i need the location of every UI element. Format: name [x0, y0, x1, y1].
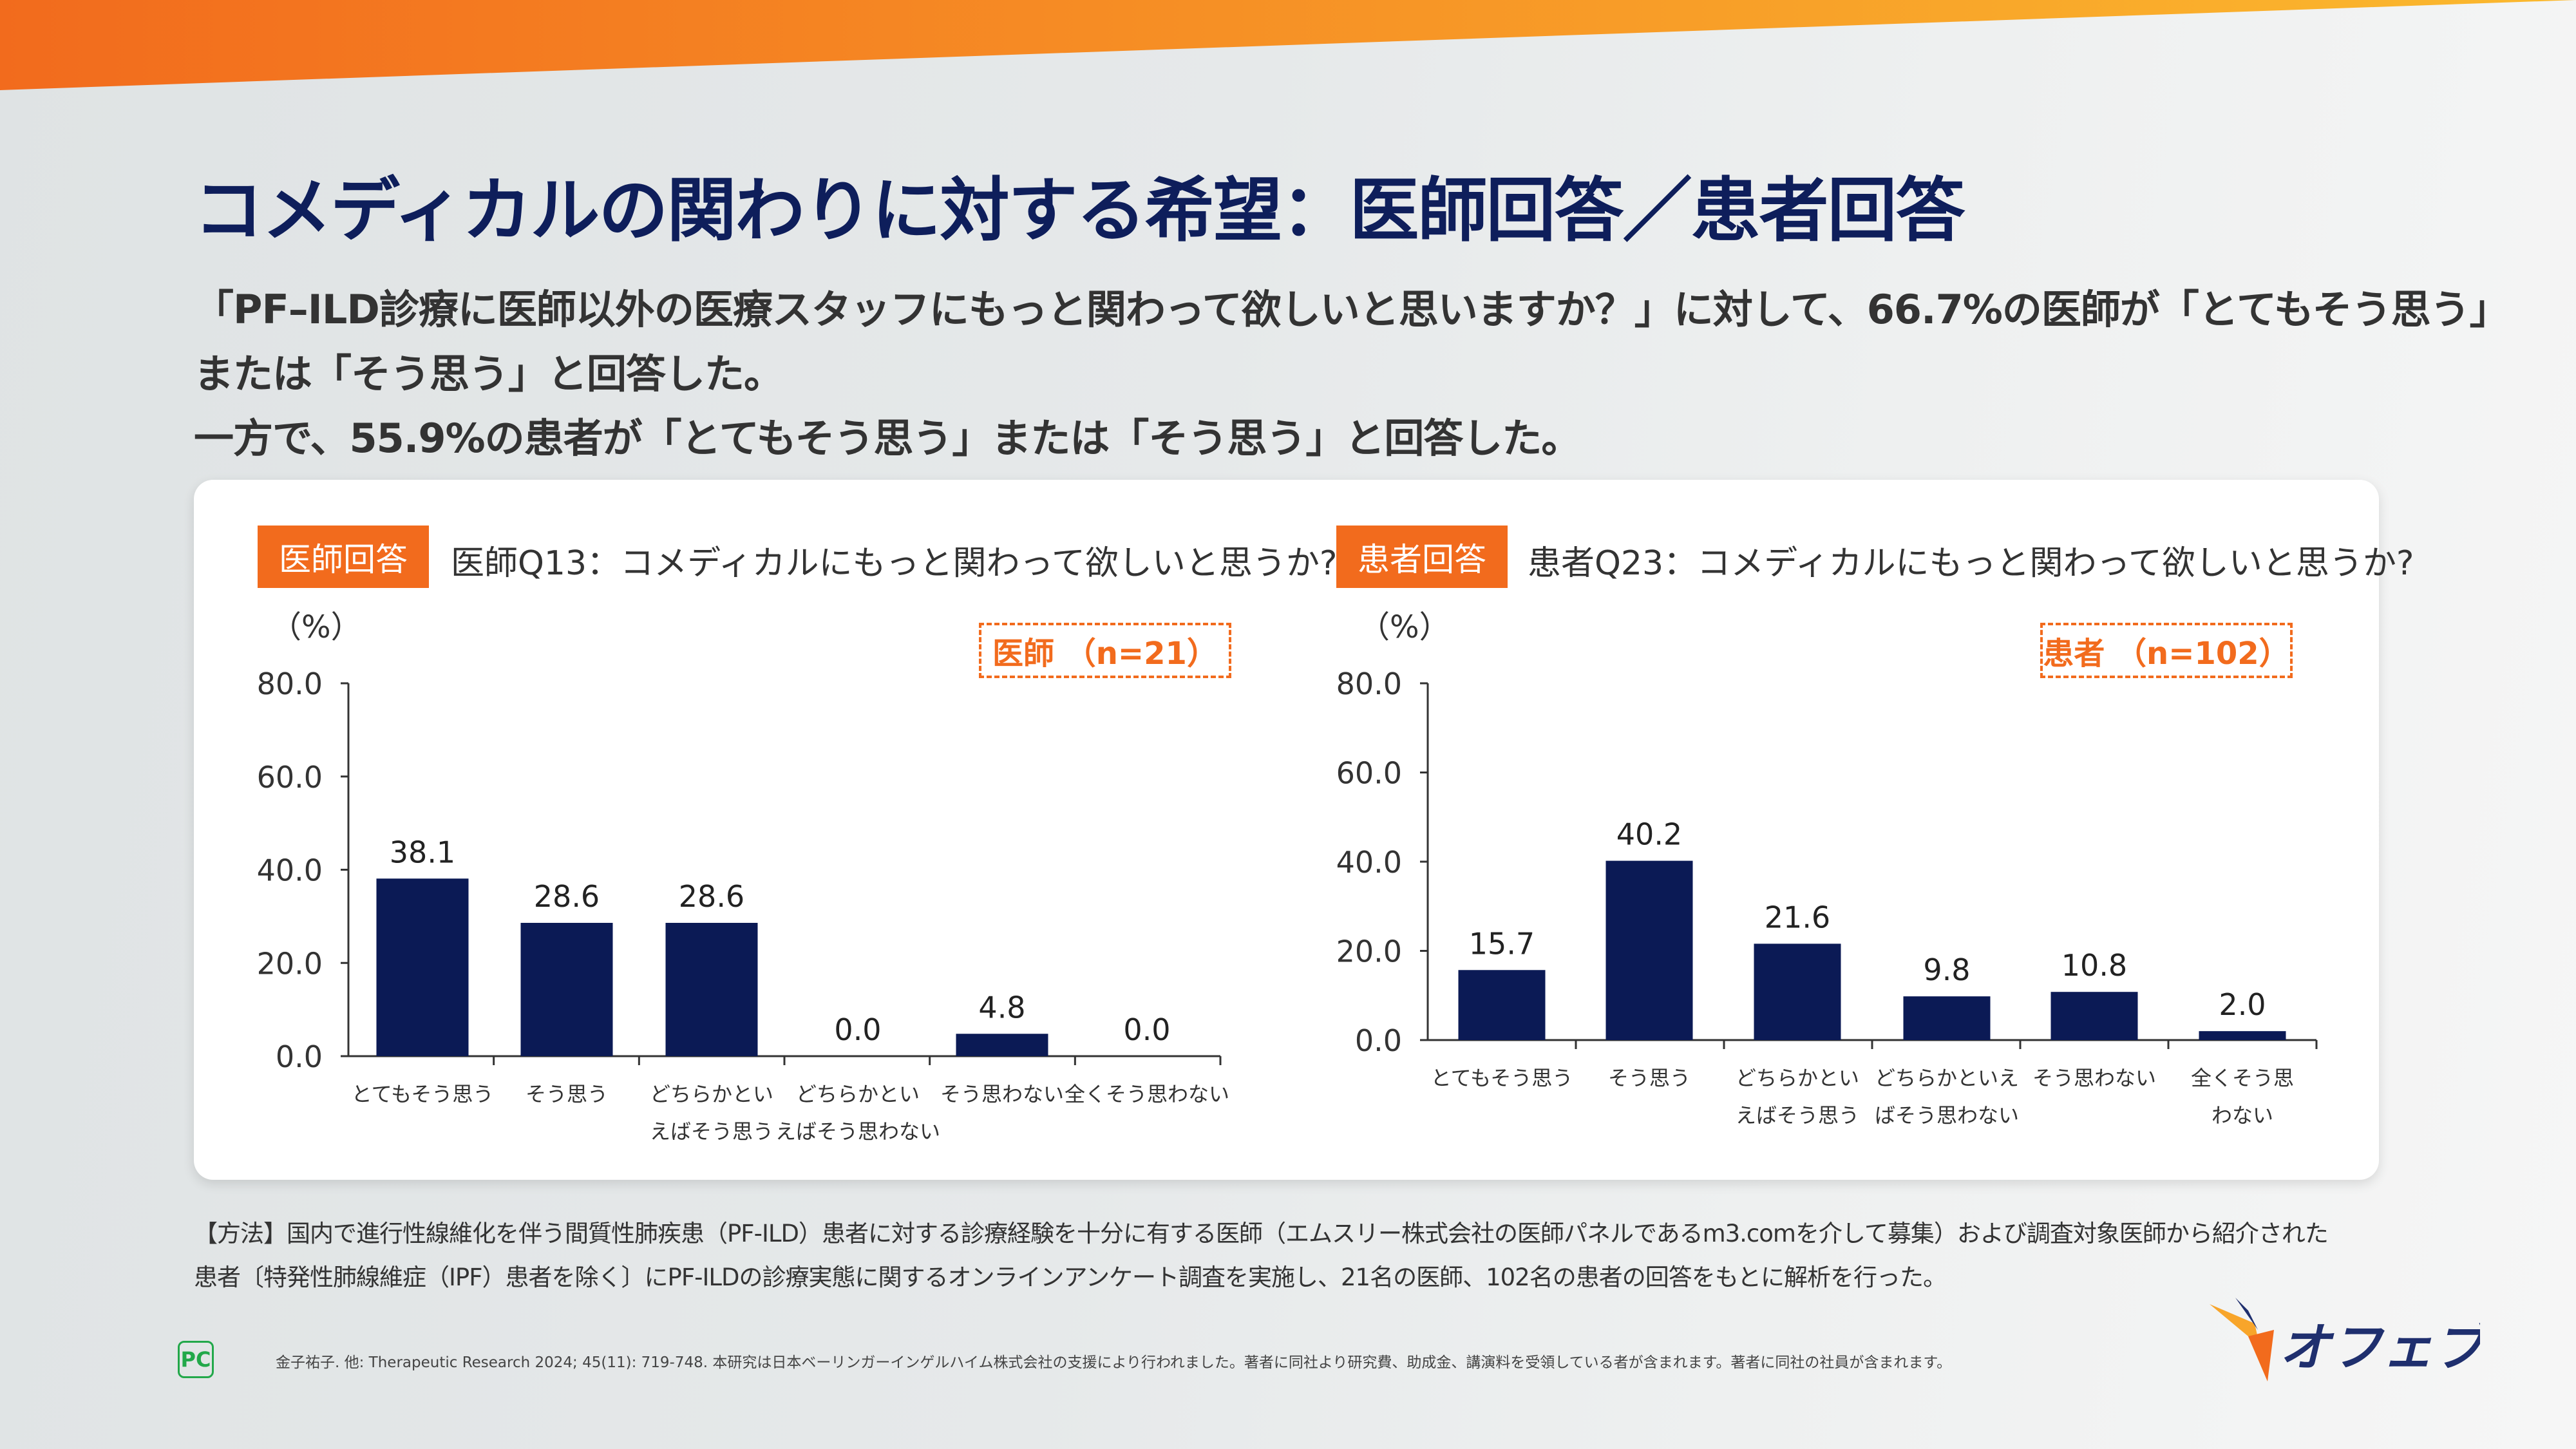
- x-tick-label: そう思う: [1608, 1066, 1690, 1090]
- y-axis-unit: （%）: [270, 609, 362, 645]
- x-tick-label: そう思わない: [2032, 1066, 2156, 1090]
- x-tick-label: えばそう思う: [650, 1119, 773, 1144]
- bar: [1605, 860, 1693, 1040]
- patient-chart-title: 患者Q23：コメディカルにもっと関わって欲しいと思うか?: [1528, 544, 2414, 583]
- summary-line: 「PF–ILD診療に医師以外の医療スタッフにもっと関わって欲しいと思いますか？」…: [194, 286, 2510, 333]
- x-tick-label: えばそう思わない: [775, 1119, 940, 1144]
- x-tick-label: どちらかとい: [796, 1082, 920, 1106]
- page-title: コメディカルの関わりに対する希望：医師回答／患者回答: [194, 171, 1965, 251]
- y-tick-label: 40.0: [1336, 845, 1402, 880]
- x-tick-label: 全くそう思わない: [1065, 1082, 1229, 1106]
- x-tick-label: どちらかとい: [1736, 1066, 1859, 1090]
- patient-n-label: 患者 （n=102）: [2040, 623, 2293, 678]
- data-label: 15.7: [1469, 926, 1535, 961]
- x-tick-label: とてもそう思う: [1431, 1066, 1573, 1090]
- y-tick-label: 80.0: [1336, 667, 1402, 701]
- patient-tag: 患者回答: [1336, 526, 1508, 588]
- bar: [1754, 943, 1841, 1040]
- chart-card: [194, 480, 2379, 1180]
- data-label: 4.8: [978, 990, 1025, 1025]
- bar: [376, 878, 469, 1056]
- data-label: 21.6: [1765, 900, 1830, 934]
- y-tick-label: 60.0: [1336, 756, 1402, 791]
- bar: [1903, 996, 1991, 1040]
- y-tick-label: 20.0: [1336, 934, 1402, 969]
- data-label: 2.0: [2219, 987, 2266, 1022]
- x-tick-label: そう思う: [526, 1082, 608, 1106]
- method-text: 患者〔特発性肺線維症（IPF）患者を除く〕にPF-ILDの診療実態に関するオンラ…: [194, 1264, 1947, 1291]
- doctor-chart-title: 医師Q13：コメディカルにもっと関わって欲しいと思うか?: [451, 544, 1338, 583]
- svg-text:オフェブ: オフェブ: [2279, 1318, 2480, 1378]
- data-label: 0.0: [834, 1012, 881, 1047]
- summary-line: 一方で、55.9%の患者が「とてもそう思う」または「そう思う」と回答した。: [194, 415, 1581, 462]
- pc-mark-icon: PC: [178, 1341, 214, 1378]
- bar: [1458, 970, 1546, 1040]
- y-tick-label: 60.0: [257, 760, 323, 795]
- bar: [520, 923, 613, 1056]
- data-label: 9.8: [1923, 952, 1970, 987]
- data-label: 10.8: [2061, 948, 2127, 983]
- summary-line: または「そう思う」と回答した。: [194, 350, 784, 397]
- y-tick-label: 80.0: [257, 667, 323, 701]
- x-tick-label: えばそう思う: [1736, 1103, 1859, 1128]
- data-label: 28.6: [679, 879, 744, 914]
- top-orange-band: [0, 0, 2576, 90]
- bar: [2199, 1031, 2286, 1040]
- x-tick-label: ばそう思わない: [1875, 1103, 2019, 1128]
- x-tick-label: とてもそう思う: [352, 1082, 494, 1106]
- data-label: 40.2: [1616, 817, 1682, 852]
- y-tick-label: 0.0: [276, 1039, 323, 1074]
- data-label: 38.1: [390, 835, 455, 869]
- x-tick-label: どちらかとい: [650, 1082, 773, 1106]
- x-tick-label: 全くそう思: [2191, 1066, 2294, 1090]
- doctor-tag: 医師回答: [258, 526, 429, 588]
- x-tick-label: わない: [2211, 1103, 2273, 1128]
- data-label: 0.0: [1123, 1012, 1170, 1047]
- data-label: 28.6: [534, 879, 600, 914]
- x-tick-label: そう思わない: [940, 1082, 1064, 1106]
- x-tick-label: どちらかといえ: [1875, 1066, 2019, 1090]
- doctor-n-label: 医師 （n=21）: [979, 623, 1231, 678]
- y-tick-label: 40.0: [257, 853, 323, 888]
- ofev-logo: オフェブ: [2210, 1298, 2480, 1381]
- method-text: 【方法】国内で進行性線維化を伴う間質性肺疾患（PF-ILD）患者に対する診療経験…: [194, 1220, 2329, 1247]
- y-tick-label: 20.0: [257, 946, 323, 981]
- bar: [2050, 992, 2138, 1040]
- footnote: 金子祐子. 他: Therapeutic Research 2024; 45(1…: [276, 1354, 1952, 1371]
- bar: [956, 1034, 1048, 1056]
- y-tick-label: 0.0: [1355, 1023, 1402, 1058]
- y-axis-unit: （%）: [1359, 609, 1450, 645]
- bar: [665, 923, 758, 1056]
